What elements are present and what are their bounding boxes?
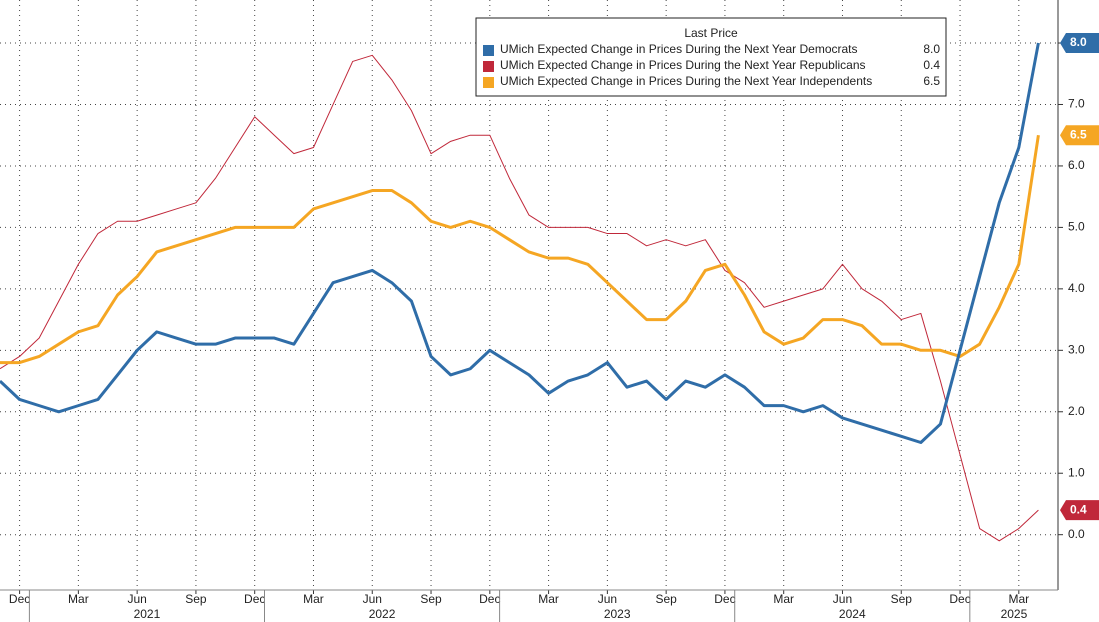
legend-swatch	[483, 45, 494, 56]
series-line	[0, 42, 1040, 444]
legend-swatch	[483, 77, 494, 88]
series-line	[0, 54, 1039, 542]
y-tick-label: 7.0	[1068, 97, 1085, 111]
last-price-badge	[1060, 125, 1099, 146]
x-tick-label: Sep	[655, 592, 677, 606]
last-price-badge	[1060, 500, 1099, 521]
x-tick-label: Dec	[244, 592, 265, 606]
x-tick-label: Jun	[598, 592, 617, 606]
y-tick-label: 6.0	[1068, 158, 1085, 172]
y-tick-label: 0.0	[1068, 527, 1085, 541]
x-tick-label: Dec	[949, 592, 970, 606]
legend-title: Last Price	[684, 26, 738, 40]
y-tick-label: 5.0	[1068, 220, 1085, 234]
legend-value: 8.0	[923, 42, 940, 56]
x-year-label: 2024	[839, 607, 866, 621]
x-tick-label: Jun	[127, 592, 146, 606]
last-price-label: 6.5	[1070, 127, 1087, 141]
legend-label: UMich Expected Change in Prices During t…	[500, 58, 866, 72]
last-price-label: 0.4	[1070, 502, 1087, 516]
x-tick-label: Sep	[185, 592, 207, 606]
x-year-label: 2025	[1001, 607, 1028, 621]
legend-swatch	[483, 61, 494, 72]
legend-value: 6.5	[923, 74, 940, 88]
x-tick-label: Dec	[479, 592, 500, 606]
x-tick-label: Mar	[303, 592, 324, 606]
x-year-label: 2023	[604, 607, 631, 621]
x-tick-label: Sep	[420, 592, 442, 606]
x-tick-label: Mar	[68, 592, 89, 606]
x-tick-label: Jun	[833, 592, 852, 606]
x-year-label: 2022	[369, 607, 396, 621]
legend: Last Price UMich Expected Change in Pric…	[475, 17, 947, 97]
legend-value: 0.4	[923, 58, 940, 72]
x-year-label: 2021	[134, 607, 161, 621]
x-tick-label: Jun	[363, 592, 382, 606]
x-tick-label: Mar	[538, 592, 559, 606]
legend-label: UMich Expected Change in Prices During t…	[500, 74, 872, 88]
legend-box	[475, 17, 947, 97]
y-tick-label: 1.0	[1068, 465, 1085, 479]
x-tick-label: Mar	[1008, 592, 1029, 606]
x-tick-label: Dec	[714, 592, 735, 606]
y-tick-label: 2.0	[1068, 404, 1085, 418]
x-tick-label: Dec	[9, 592, 30, 606]
y-tick-label: 3.0	[1068, 342, 1085, 356]
series-line	[0, 134, 1040, 365]
legend-label: UMich Expected Change in Prices During t…	[500, 42, 858, 56]
x-tick-label: Mar	[773, 592, 794, 606]
last-price-label: 8.0	[1070, 35, 1087, 49]
x-tick-label: Sep	[891, 592, 913, 606]
last-price-badge	[1060, 33, 1099, 54]
y-tick-label: 4.0	[1068, 281, 1085, 295]
